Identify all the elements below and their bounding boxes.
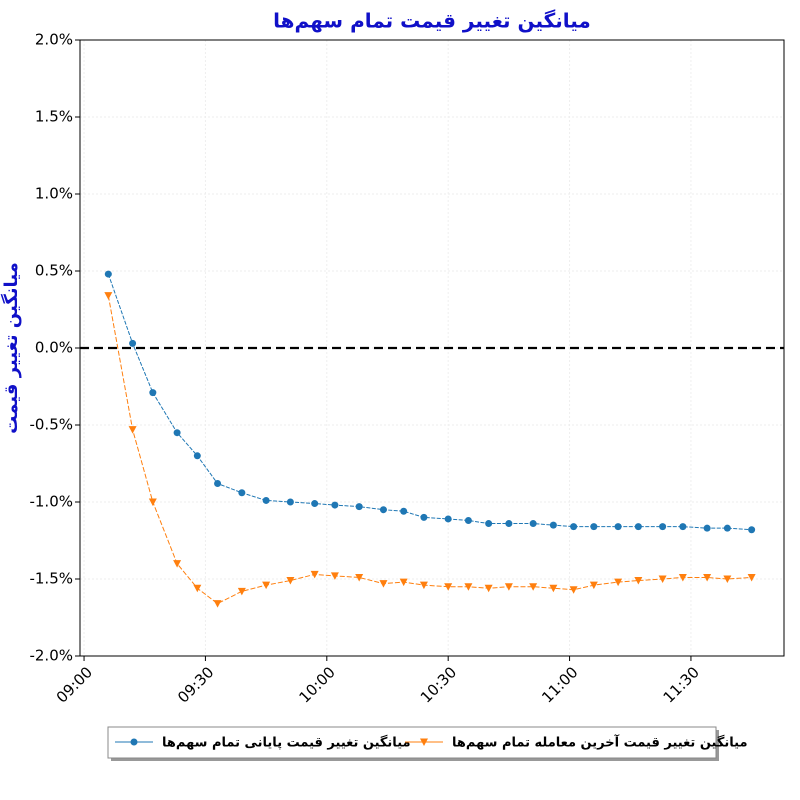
marker (104, 270, 112, 278)
marker (723, 575, 732, 583)
marker (310, 570, 319, 579)
marker (173, 560, 182, 568)
marker (549, 521, 557, 529)
marker (214, 480, 222, 488)
marker (589, 581, 598, 590)
marker (330, 572, 339, 580)
marker (148, 498, 157, 506)
y-tick-label: 1.5% (35, 108, 73, 126)
marker (659, 523, 667, 531)
marker (379, 506, 387, 514)
x-tick-label: 09:00 (53, 663, 96, 706)
marker (129, 339, 137, 347)
marker (238, 489, 246, 497)
marker (444, 515, 452, 523)
marker (237, 587, 246, 596)
marker (311, 500, 319, 508)
marker (355, 573, 364, 582)
marker (505, 520, 513, 528)
series (104, 292, 756, 608)
y-tick-label: -1.0% (29, 493, 73, 511)
series (104, 270, 756, 534)
marker (193, 452, 201, 460)
marker (420, 513, 428, 521)
marker (614, 523, 622, 531)
marker (399, 578, 408, 587)
x-tick-label: 10:30 (417, 663, 460, 706)
marker (529, 583, 538, 591)
y-axis-label: میانگین تغییر قیمت (0, 262, 22, 434)
marker (464, 583, 473, 591)
marker (504, 583, 513, 591)
marker (379, 580, 388, 588)
marker (590, 523, 598, 531)
marker (678, 573, 687, 582)
y-tick-label: 1.0% (35, 185, 73, 203)
marker (748, 526, 756, 534)
marker (130, 738, 138, 746)
x-tick-label: 11:00 (538, 663, 581, 706)
marker (529, 520, 537, 528)
marker (149, 389, 157, 397)
legend-label: میانگین تغییر قیمت پایانی تمام سهم‌ها (162, 735, 411, 751)
marker (464, 516, 472, 524)
marker (634, 577, 643, 585)
chart-title: میانگین تغییر قیمت تمام سهم‌ها (273, 9, 591, 33)
marker (420, 738, 428, 746)
marker (104, 292, 113, 300)
marker (634, 523, 642, 531)
marker (213, 600, 222, 608)
marker (286, 577, 295, 585)
marker (679, 523, 687, 531)
marker (484, 584, 493, 593)
marker (569, 586, 578, 594)
marker (331, 501, 339, 509)
marker (485, 520, 493, 528)
marker (703, 573, 712, 582)
marker (173, 429, 181, 437)
marker (355, 503, 363, 511)
marker (262, 496, 270, 504)
y-tick-label: 2.0% (35, 31, 73, 49)
y-tick-label: -2.0% (29, 647, 73, 665)
marker (286, 498, 294, 506)
y-tick-label: -0.5% (29, 416, 73, 434)
x-tick-label: 11:30 (660, 663, 703, 706)
marker (570, 523, 578, 531)
x-tick-label: 09:30 (174, 663, 217, 706)
marker (658, 575, 667, 583)
marker (400, 507, 408, 515)
marker (747, 573, 756, 582)
y-tick-label: 0.5% (35, 262, 73, 280)
x-tick-label: 10:00 (296, 663, 339, 706)
y-tick-label: 0.0% (35, 339, 73, 357)
series-line (107, 295, 752, 605)
marker (444, 583, 453, 591)
marker (549, 584, 558, 593)
y-tick-label: -1.5% (29, 570, 73, 588)
marker (193, 584, 202, 593)
marker (128, 426, 137, 434)
marker (614, 578, 623, 587)
marker (703, 524, 711, 532)
series-line (107, 273, 752, 531)
marker (419, 581, 428, 590)
legend-label: میانگین تغییر قیمت آخرین معامله تمام سهم… (452, 734, 748, 751)
marker (262, 581, 271, 590)
marker (723, 524, 731, 532)
